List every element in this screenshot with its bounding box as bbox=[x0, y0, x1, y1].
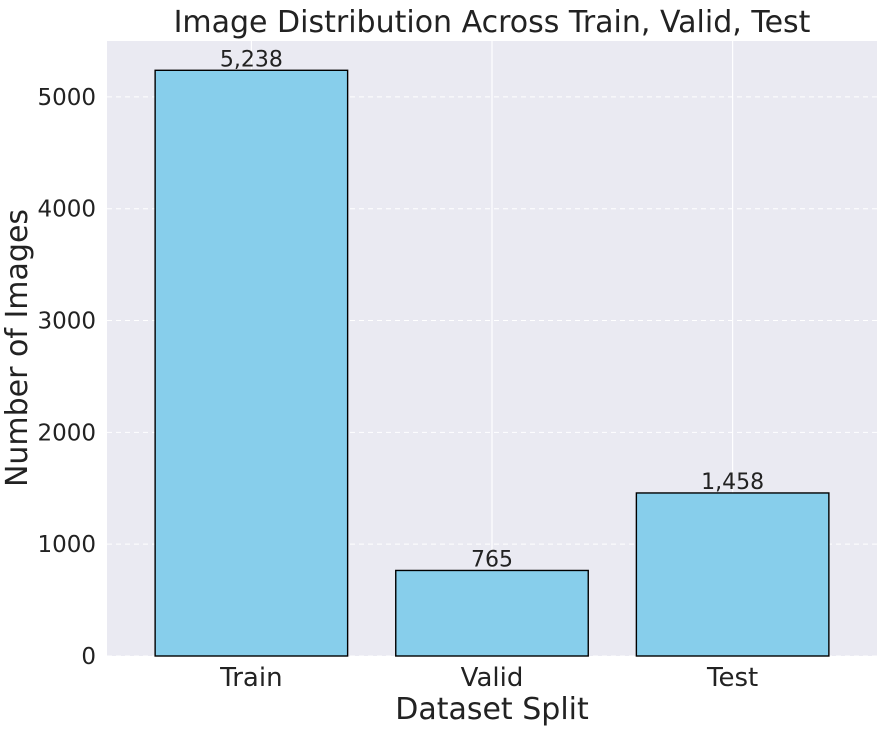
x-tick-label: Test bbox=[706, 663, 758, 693]
chart-title: Image Distribution Across Train, Valid, … bbox=[174, 5, 811, 40]
bar-test bbox=[635, 492, 830, 657]
x-axis-title: Dataset Split bbox=[395, 692, 589, 727]
y-tick-label: 4000 bbox=[37, 197, 96, 223]
y-tick-label: 1000 bbox=[37, 532, 96, 558]
y-tick-label: 3000 bbox=[37, 309, 96, 335]
bar-value-label: 765 bbox=[471, 547, 513, 572]
y-axis-ticks: 0 1000 2000 3000 4000 5000 bbox=[37, 85, 96, 670]
x-tick-label: Valid bbox=[461, 663, 524, 693]
bar-train bbox=[154, 69, 349, 657]
y-tick-label: 2000 bbox=[37, 420, 96, 446]
y-tick-label: 0 bbox=[81, 644, 96, 670]
bar-value-label: 5,238 bbox=[220, 47, 283, 72]
x-axis-ticks: Train Valid Test bbox=[219, 663, 758, 693]
bars bbox=[154, 69, 830, 657]
y-axis-title: Number of Images bbox=[0, 209, 35, 487]
bar-valid bbox=[395, 569, 589, 657]
data-labels: 5,238 765 1,458 bbox=[220, 47, 764, 572]
bar-value-label: 1,458 bbox=[701, 470, 764, 495]
y-tick-label: 5000 bbox=[37, 85, 96, 111]
x-tick-label: Train bbox=[219, 663, 282, 693]
